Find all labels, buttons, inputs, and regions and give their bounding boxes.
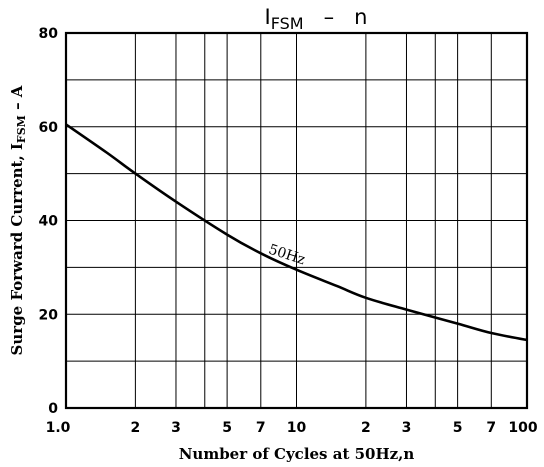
x-tick-label: 1.0 [46, 420, 71, 436]
x-axis-label: Number of Cycles at 50Hz,n [179, 445, 415, 463]
x-tick-label: 5 [453, 420, 463, 436]
y-axis-label-text: Surge Forward Current, IFSM – A [8, 85, 28, 355]
x-tick-label: 2 [361, 420, 371, 436]
x-tick-label: 7 [486, 420, 496, 436]
y-tick-label: 0 [48, 401, 58, 417]
y-tick-label: 80 [39, 26, 59, 42]
x-tick-label: 5 [222, 420, 232, 436]
y-tick-label: 40 [39, 214, 59, 230]
x-tick-label: 10 [287, 420, 307, 436]
x-tick-label: 100 [508, 420, 537, 436]
series-line [65, 123, 528, 342]
x-tick-label: 3 [171, 420, 181, 436]
plot-frame [64, 31, 529, 410]
x-tick-label: 2 [131, 420, 141, 436]
x-tick-label: 7 [256, 420, 266, 436]
x-tick-label: 3 [402, 420, 412, 436]
y-tick-label: 60 [39, 120, 59, 136]
y-tick-label: 20 [39, 307, 59, 323]
chart-title-text: IFSM – n [265, 5, 368, 33]
x-tick-labels: 1.0 2 3 5 7 10 2 3 5 7 100 [46, 420, 538, 436]
y-axis-label: Surge Forward Current, IFSM – A [8, 85, 28, 355]
y-tick-labels: 0 20 40 60 80 [39, 26, 59, 417]
grid [66, 33, 527, 408]
chart-title: IFSM – n [265, 5, 368, 33]
